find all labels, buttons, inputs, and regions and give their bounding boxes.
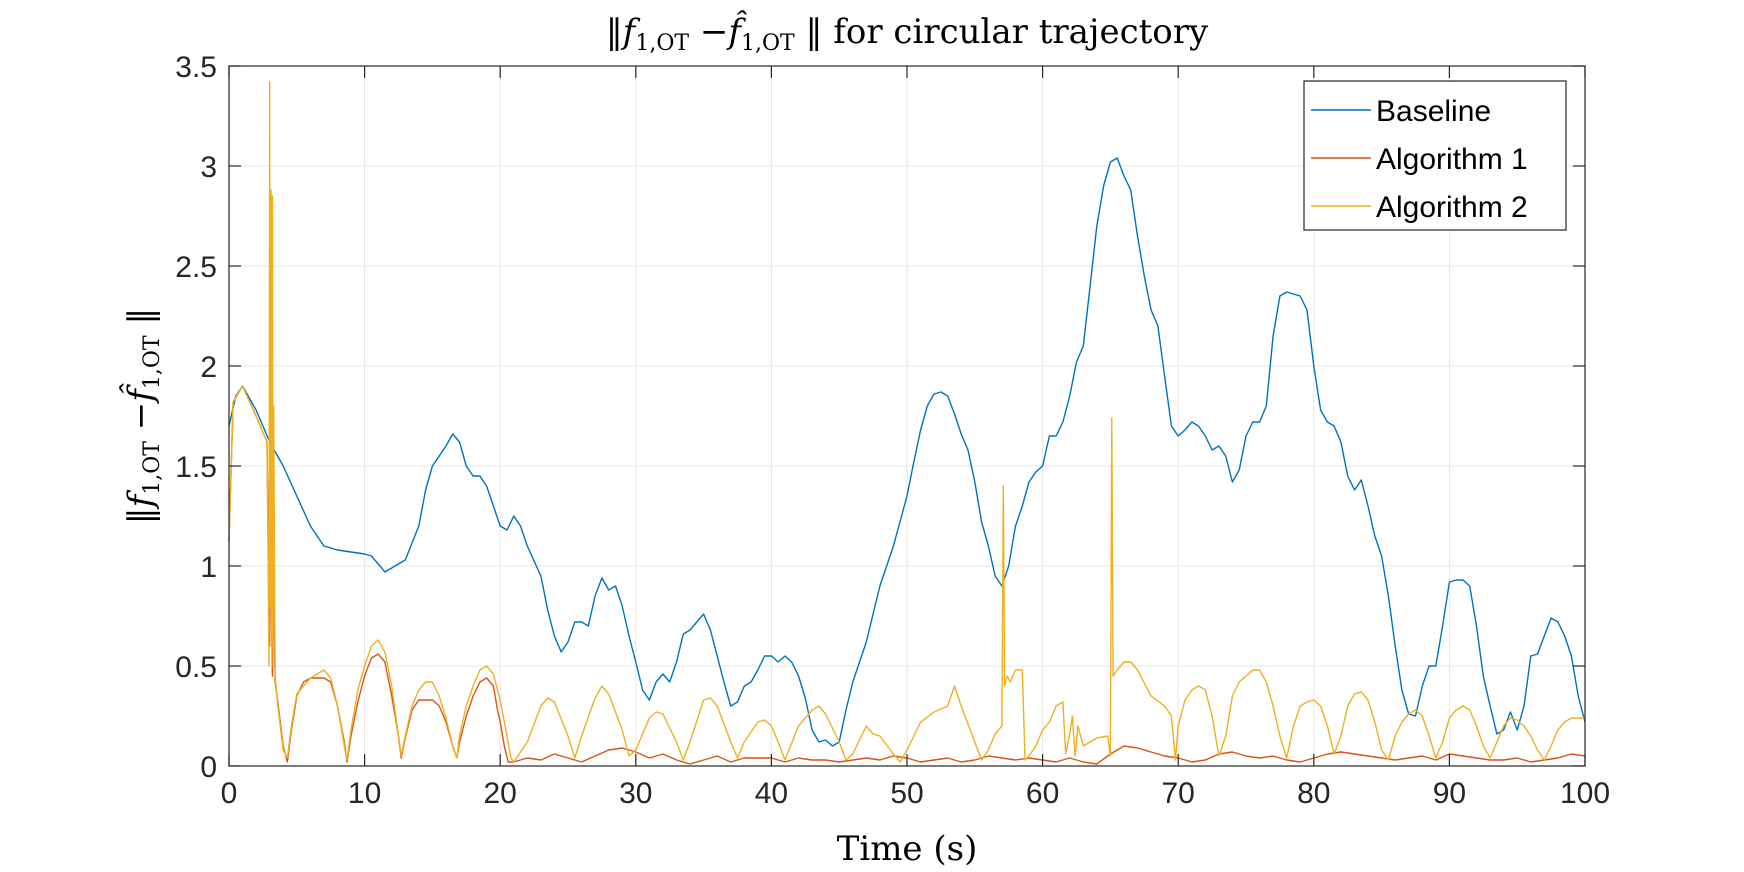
x-tick-label: 50 bbox=[890, 777, 923, 810]
x-tick-label: 40 bbox=[755, 777, 788, 810]
y-tick-label: 0.5 bbox=[175, 651, 217, 684]
title-description: for circular trajectory bbox=[822, 12, 1209, 52]
x-tick-label: 60 bbox=[1026, 777, 1059, 810]
series-line-algorithm-2 bbox=[228, 81, 1585, 763]
legend-label-baseline: Baseline bbox=[1376, 95, 1491, 128]
y-tick-label: 0 bbox=[200, 751, 217, 784]
legend-label-algorithm-1: Algorithm 1 bbox=[1376, 143, 1528, 176]
legend-box bbox=[1303, 80, 1567, 231]
y-tick-label: 1 bbox=[200, 551, 217, 584]
title-norm-close: ‖ bbox=[795, 12, 823, 52]
x-tick-label: 90 bbox=[1433, 777, 1466, 810]
legend-label-algorithm-2: Algorithm 2 bbox=[1376, 191, 1528, 224]
ylabel-f-subscript: 1,OT bbox=[140, 441, 165, 495]
y-axis-ticks: 0 0.5 1 1.5 2 2.5 3 3.5 bbox=[175, 51, 1585, 784]
y-tick-label: 2.5 bbox=[175, 251, 217, 284]
x-axis-ticks: 0 10 20 30 40 50 60 70 80 90 100 bbox=[221, 66, 1610, 810]
legend: Baseline Algorithm 1 Algorithm 2 bbox=[1303, 80, 1567, 231]
x-tick-label: 0 bbox=[221, 777, 238, 810]
y-tick-label: 3.5 bbox=[175, 51, 217, 84]
y-tick-label: 3 bbox=[200, 151, 217, 184]
x-axis-label: Time (s) bbox=[837, 829, 978, 869]
ylabel-f-hat-subscript: 1,OT bbox=[140, 335, 165, 389]
x-tick-label: 20 bbox=[484, 777, 517, 810]
ylabel-norm-close: ‖ bbox=[121, 308, 161, 336]
y-tick-label: 1.5 bbox=[175, 451, 217, 484]
title-minus-sign: − bbox=[689, 12, 728, 52]
chart-title: ‖f1,OT −f̂1,OT ‖ for circular trajectory bbox=[606, 10, 1209, 56]
y-tick-label: 2 bbox=[200, 351, 217, 384]
x-tick-label: 100 bbox=[1560, 777, 1610, 810]
title-f-hat-subscript: 1,OT bbox=[741, 31, 795, 56]
x-tick-label: 80 bbox=[1297, 777, 1330, 810]
x-tick-label: 10 bbox=[348, 777, 381, 810]
ylabel-minus-sign: − bbox=[121, 402, 161, 441]
series-line-baseline bbox=[228, 157, 1586, 747]
title-f-subscript: 1,OT bbox=[635, 31, 689, 56]
x-tick-label: 70 bbox=[1162, 777, 1195, 810]
x-tick-label: 30 bbox=[619, 777, 652, 810]
title-norm-open: ‖ bbox=[606, 12, 623, 52]
series-layer bbox=[228, 81, 1586, 765]
ylabel-norm-open: ‖ bbox=[121, 507, 161, 524]
